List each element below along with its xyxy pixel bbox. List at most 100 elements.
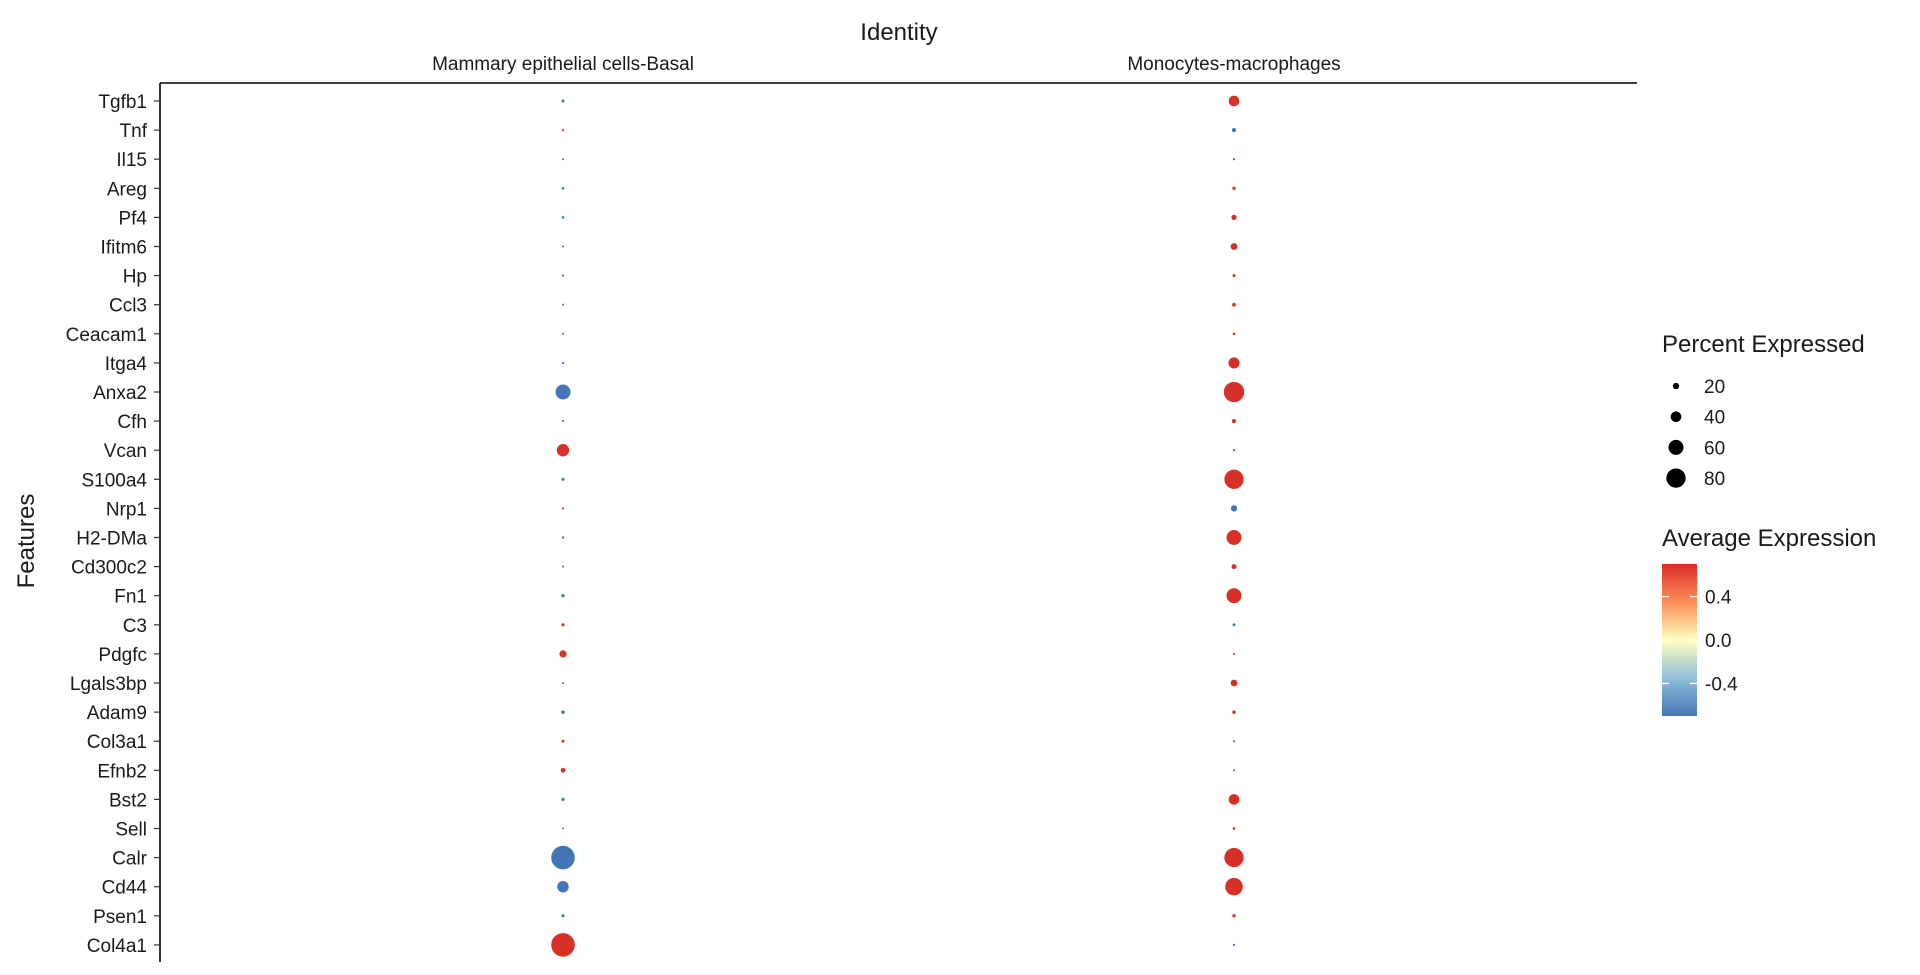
column-header-basal: Mammary epithelial cells-Basal: [432, 54, 694, 75]
data-point: [561, 536, 565, 539]
data-point: [561, 216, 565, 219]
data-point: [1231, 128, 1237, 133]
column-header-monocytes: Monocytes-macrophages: [1127, 54, 1340, 75]
data-point: [555, 384, 571, 400]
data-point: [1232, 914, 1236, 918]
data-point: [561, 507, 565, 510]
data-point: [1232, 332, 1236, 336]
y-tick-label: Ifitm6: [101, 238, 147, 259]
data-point: [1225, 877, 1243, 896]
size-legend-dot: [1670, 411, 1682, 423]
data-point: [557, 880, 569, 893]
data-point: [1232, 827, 1236, 830]
size-legend-label: 80: [1704, 469, 1725, 490]
data-point: [1226, 530, 1242, 545]
data-point: [561, 158, 565, 161]
color-legend: Average Expression 0.4 0.0 -0.4: [1662, 525, 1876, 716]
data-point: [561, 303, 565, 306]
y-axis-label: Features: [13, 494, 40, 589]
data-point: [561, 361, 565, 365]
y-tick-label: Pf4: [118, 208, 147, 229]
data-point: [1223, 381, 1245, 403]
y-tick-label: Pdgfc: [98, 645, 147, 666]
data-point: [1224, 847, 1244, 868]
y-tick-label: Il15: [116, 150, 147, 171]
data-point: [561, 565, 565, 568]
data-point: [1232, 943, 1236, 947]
y-tick-label: Bst2: [109, 790, 147, 811]
data-points: [551, 95, 1245, 957]
y-tick-labels: Tgfb1 Tnf Il15 Areg Pf4 Ifitm6 Hp Ccl3 Ceacam1 It…: [66, 92, 160, 957]
color-legend-label: -0.4: [1705, 674, 1738, 695]
y-tick-label: Col3a1: [87, 732, 147, 753]
data-point: [561, 99, 565, 103]
data-point: [560, 768, 566, 773]
data-point: [1231, 214, 1237, 221]
y-tick-label: Ccl3: [109, 296, 147, 317]
y-tick-label: Fn1: [114, 587, 147, 608]
data-point: [561, 245, 565, 248]
data-point: [1232, 186, 1236, 190]
chart-top-title: Identity: [860, 19, 937, 46]
size-legend-items: 20 40 60 80: [1666, 377, 1725, 490]
data-point: [1232, 274, 1236, 278]
y-tick-label: Calr: [112, 849, 148, 870]
data-point: [561, 477, 565, 481]
y-tick-label: S100a4: [81, 470, 147, 491]
color-legend-ticks: 0.4 0.0 -0.4: [1662, 588, 1738, 695]
y-tick-label: Ceacam1: [66, 325, 147, 346]
data-point: [1232, 302, 1236, 307]
data-point: [559, 650, 567, 658]
size-legend-dot: [1666, 468, 1686, 488]
size-legend-dot: [1672, 382, 1680, 390]
y-tick-label: Psen1: [93, 907, 147, 928]
data-point: [1232, 740, 1236, 743]
y-tick-label: Lgals3bp: [70, 674, 147, 695]
y-tick-label: H2-DMa: [76, 529, 147, 550]
data-point: [1231, 564, 1237, 570]
data-point: [1230, 243, 1238, 250]
size-legend-dot: [1668, 439, 1684, 455]
y-tick-label: Tgfb1: [98, 92, 147, 113]
size-legend: Percent Expressed 20 40 60 80: [1662, 331, 1865, 490]
y-tick-label: Cfh: [117, 412, 147, 433]
data-point: [1224, 469, 1244, 489]
data-point: [561, 420, 565, 423]
data-point: [1228, 794, 1240, 805]
data-point: [561, 797, 565, 802]
data-point: [1232, 652, 1236, 655]
data-point: [1228, 357, 1240, 369]
data-point: [1232, 710, 1236, 714]
data-point: [561, 332, 565, 335]
data-point: [1228, 95, 1240, 107]
data-point: [1226, 588, 1242, 604]
y-tick-label: Sell: [115, 820, 147, 841]
data-point: [1231, 419, 1237, 424]
data-point: [561, 681, 565, 685]
color-legend-title: Average Expression: [1662, 525, 1876, 552]
y-tick-label: Cd300c2: [71, 558, 147, 579]
data-point: [1232, 769, 1236, 772]
data-point: [551, 933, 575, 957]
data-point: [561, 739, 565, 743]
y-tick-label: Hp: [123, 267, 147, 288]
y-tick-label: Cd44: [102, 878, 148, 899]
data-point: [561, 594, 565, 598]
data-point: [561, 710, 565, 714]
y-tick-label: Vcan: [104, 441, 147, 462]
y-tick-label: Nrp1: [106, 499, 147, 520]
size-legend-label: 20: [1704, 377, 1725, 398]
data-point: [561, 914, 565, 918]
data-point: [1230, 505, 1238, 512]
y-tick-label: Anxa2: [93, 383, 147, 404]
y-tick-label: Col4a1: [87, 936, 147, 957]
y-tick-label: Areg: [107, 179, 147, 200]
data-point: [561, 128, 565, 132]
data-point: [1232, 623, 1236, 627]
data-point: [561, 827, 565, 830]
y-tick-label: Itga4: [105, 354, 148, 375]
data-point: [561, 623, 565, 627]
data-point: [561, 186, 565, 190]
y-tick-label: Efnb2: [97, 761, 147, 782]
